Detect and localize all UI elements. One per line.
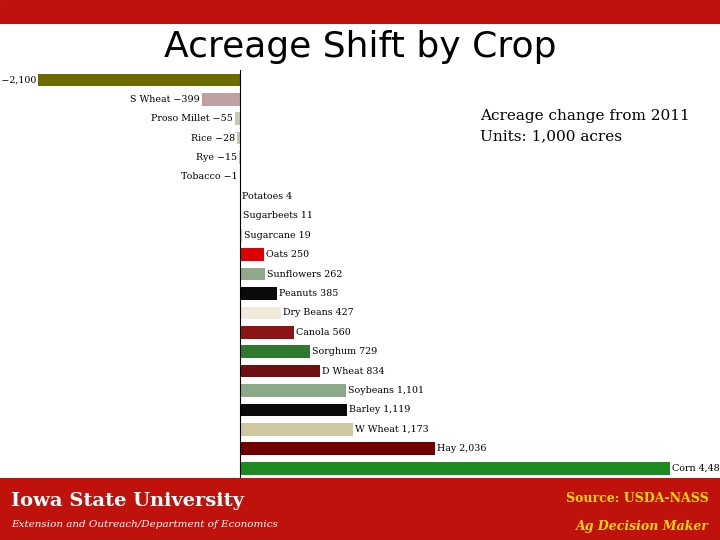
- Text: S Wheat −399: S Wheat −399: [130, 95, 199, 104]
- Text: Corn 4,484: Corn 4,484: [672, 464, 720, 472]
- Text: Rye −15: Rye −15: [196, 153, 237, 162]
- Text: Acreage Shift by Crop: Acreage Shift by Crop: [163, 30, 557, 64]
- Text: Barley 1,119: Barley 1,119: [349, 406, 410, 415]
- Bar: [240, 365, 320, 377]
- Text: Extension and Outreach/Department of Economics: Extension and Outreach/Department of Eco…: [11, 520, 278, 529]
- Bar: [235, 112, 240, 125]
- Bar: [238, 151, 240, 164]
- Text: Hay 2,036: Hay 2,036: [437, 444, 487, 453]
- Bar: [240, 346, 310, 358]
- Bar: [202, 93, 240, 106]
- Text: Sorghum 729: Sorghum 729: [312, 347, 377, 356]
- Text: Ag Decision Maker: Ag Decision Maker: [576, 520, 709, 533]
- Bar: [240, 326, 294, 339]
- Text: Cotton −2,100: Cotton −2,100: [0, 76, 37, 84]
- Text: W Wheat 1,173: W Wheat 1,173: [354, 425, 428, 434]
- Bar: [240, 229, 242, 241]
- Text: Source: USDA-NASS: Source: USDA-NASS: [567, 491, 709, 504]
- Text: Sugarcane 19: Sugarcane 19: [244, 231, 310, 240]
- Text: Rice −28: Rice −28: [192, 134, 235, 143]
- Bar: [240, 268, 265, 280]
- Text: Canola 560: Canola 560: [296, 328, 351, 337]
- Bar: [240, 403, 348, 416]
- Text: Iowa State University: Iowa State University: [11, 491, 244, 510]
- Text: D Wheat 834: D Wheat 834: [322, 367, 384, 376]
- Text: Proso Millet −55: Proso Millet −55: [151, 114, 233, 123]
- Bar: [240, 307, 281, 319]
- Text: Peanuts 385: Peanuts 385: [279, 289, 338, 298]
- Text: Dry Beans 427: Dry Beans 427: [283, 308, 354, 318]
- Bar: [38, 73, 240, 86]
- Text: Tobacco −1: Tobacco −1: [181, 172, 238, 181]
- Bar: [240, 462, 670, 475]
- Text: Sunflowers 262: Sunflowers 262: [267, 269, 343, 279]
- Text: Sugarbeets 11: Sugarbeets 11: [243, 211, 313, 220]
- Text: Potatoes 4: Potatoes 4: [243, 192, 292, 201]
- Bar: [238, 132, 240, 145]
- Bar: [240, 210, 241, 222]
- Bar: [240, 423, 353, 436]
- Bar: [240, 384, 346, 397]
- Bar: [240, 287, 277, 300]
- Bar: [240, 442, 436, 455]
- Text: Acreage change from 2011
Units: 1,000 acres: Acreage change from 2011 Units: 1,000 ac…: [480, 109, 690, 144]
- Text: Soybeans 1,101: Soybeans 1,101: [348, 386, 423, 395]
- Bar: [240, 248, 264, 261]
- Text: Oats 250: Oats 250: [266, 250, 309, 259]
